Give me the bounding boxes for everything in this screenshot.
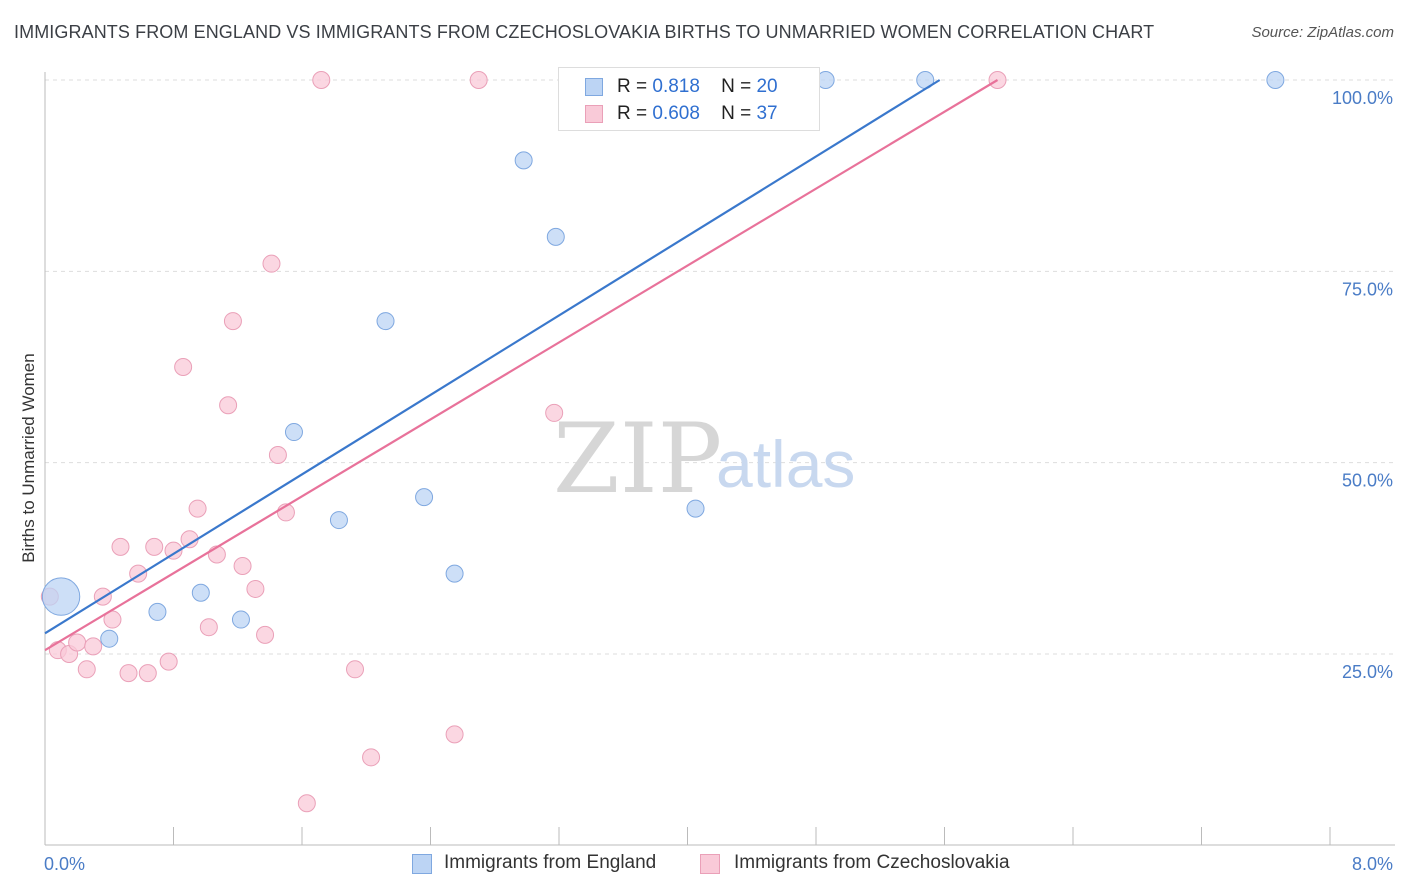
legend-text-england: R = 0.818 N = 20 [617,76,778,98]
legend-r-label: R = [617,76,648,97]
legend-swatch-czech [585,105,603,123]
trend-lines [44,79,999,652]
source-credit: Source: ZipAtlas.com [1251,24,1394,41]
czech-point [445,725,464,744]
england-point [686,499,705,518]
england-point [376,312,395,331]
england-point [445,564,464,583]
x-tick-labels: 0.0% 8.0% [44,854,1393,874]
czech-point [268,446,287,465]
czech-point [164,541,183,560]
watermark-zip: ZIP [553,403,722,515]
axes [44,72,1395,846]
czech-point [188,499,207,518]
legend-swatch-england [585,78,603,96]
england-point [41,577,81,616]
czech-point [297,794,316,813]
czech-trend-line [44,79,999,652]
czech-point [119,664,138,683]
legend-r-label: R = [617,103,648,124]
czech-point [138,664,157,683]
czech-point [262,254,281,273]
czech-point [246,579,265,598]
y-tick-label: 75.0% [1342,279,1393,299]
czech-point [199,618,218,637]
england-point [415,488,434,507]
legend-n-value-england: 20 [756,76,778,97]
legend-text-czech: R = 0.608 N = 37 [617,103,778,125]
czech-point [256,625,275,644]
england-point [148,602,167,621]
czech-point [233,556,252,575]
legend-n-label: N = [721,103,752,124]
legend-n-label: N = [721,76,752,97]
czech-point [469,71,488,89]
bottom-legend-label-czech: Immigrants from Czechoslovakia [734,852,1010,873]
czech-point [68,633,87,652]
czech-point [145,537,164,556]
czech-point [111,537,130,556]
legend-r-value-czech: 0.608 [652,103,700,124]
czech-point [362,748,381,767]
y-axis-label: Births to Unmarried Women [19,353,38,562]
y-tick-label: 100.0% [1332,88,1393,108]
england-point [231,610,250,629]
bottom-legend-swatch-czech [700,854,720,874]
bottom-legend-swatch-england [412,854,432,874]
england-point [514,151,533,170]
england-point [1266,71,1285,89]
czech-point [312,71,331,89]
czech-point [77,660,96,679]
x-tick-label: 8.0% [1352,854,1393,874]
czech-point [159,652,178,671]
legend-n-value-czech: 37 [756,103,778,124]
czech-point [219,396,238,415]
y-tick-label: 50.0% [1342,471,1393,491]
czech-point [545,403,564,422]
y-tick-labels: 25.0% 50.0% 75.0% 100.0% [1332,88,1393,682]
legend-r-value-england: 0.818 [652,76,700,97]
england-point [329,511,348,530]
czech-point [346,660,365,679]
england-point [546,227,565,246]
czech-point [223,312,242,331]
czech-point [174,358,193,376]
england-point [191,583,210,602]
bottom-legend-label-england: Immigrants from England [444,852,657,873]
y-tick-label: 25.0% [1342,662,1393,682]
england-series-points [41,71,1285,648]
czech-point [84,637,103,656]
england-point [100,629,119,648]
czech-series-points [40,71,1007,813]
watermark-atlas: atlas [716,427,855,501]
chart-title: IMMIGRANTS FROM ENGLAND VS IMMIGRANTS FR… [14,22,1155,42]
england-trend-line [44,79,941,635]
england-point [284,423,303,442]
x-tick-label: 0.0% [44,854,85,874]
correlation-legend: R = 0.818 N = 20 R = 0.608 N = 37 [558,67,820,131]
